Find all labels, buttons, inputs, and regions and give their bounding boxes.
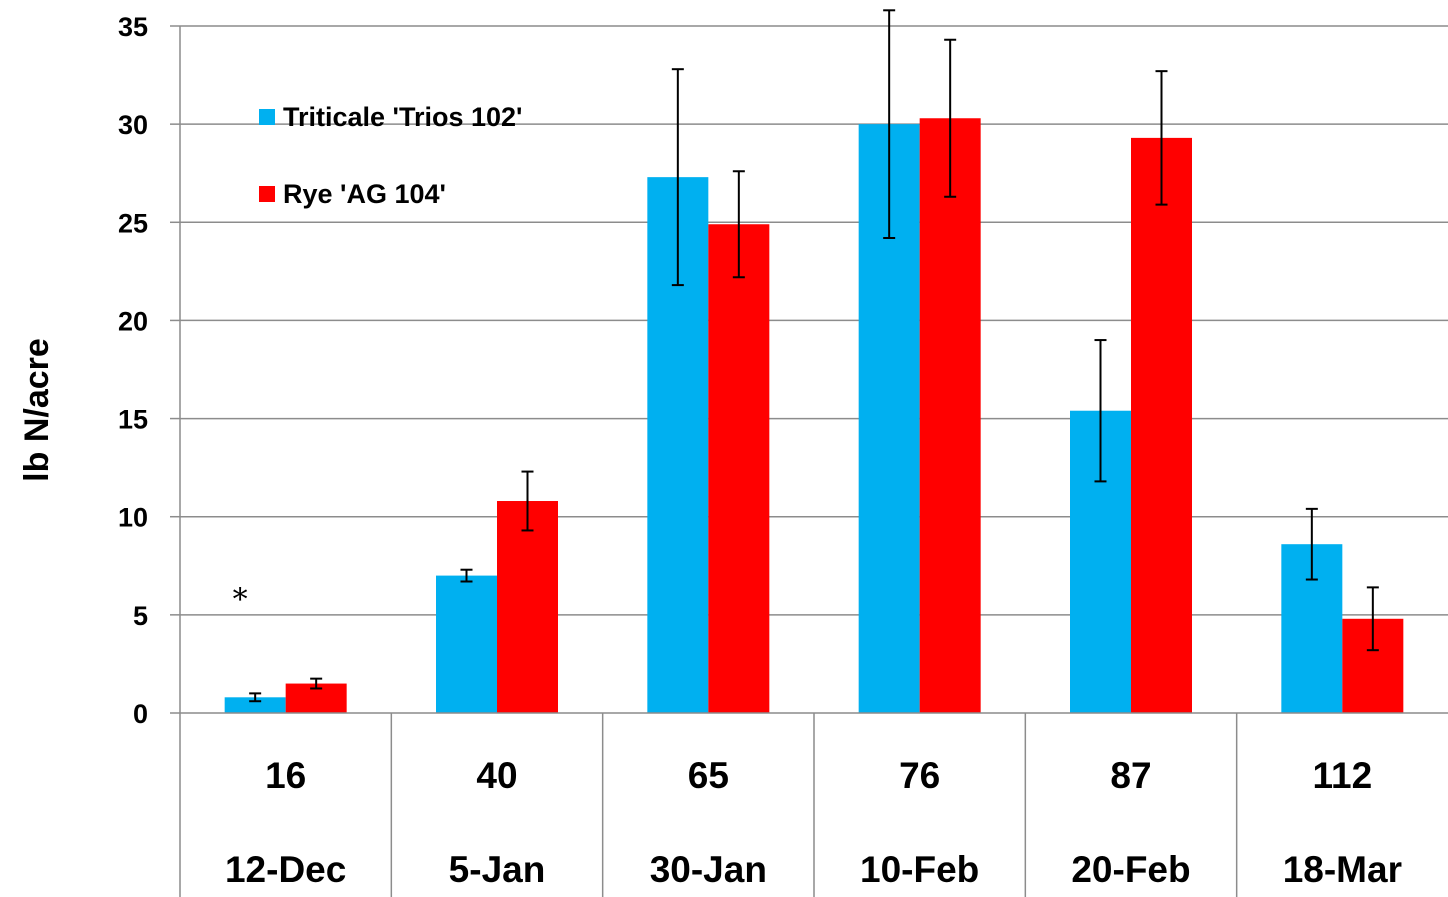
category-label-days: 40 xyxy=(476,755,517,796)
legend-label: Triticale 'Trios 102' xyxy=(283,102,522,132)
y-tick-label: 5 xyxy=(133,601,148,631)
y-tick-label: 15 xyxy=(118,405,148,435)
y-tick-label: 30 xyxy=(118,110,148,140)
category-label-date: 10-Feb xyxy=(860,849,979,890)
y-tick-labels: 0 5 10 15 20 25 30 35 xyxy=(118,12,148,729)
category-label-days: 16 xyxy=(265,755,306,796)
significance-asterisk: * xyxy=(233,582,248,617)
y-tick-label: 20 xyxy=(118,306,148,336)
y-tick-label: 10 xyxy=(118,503,148,533)
bar-rye xyxy=(497,501,558,713)
grid-lines xyxy=(170,25,1448,714)
y-tick-label: 35 xyxy=(118,12,148,42)
legend-swatch xyxy=(259,109,275,125)
category-label-date: 30-Jan xyxy=(650,849,767,890)
legend: Triticale 'Trios 102' Rye 'AG 104' xyxy=(259,102,522,209)
bar-rye xyxy=(1131,137,1192,713)
category-label-date: 20-Feb xyxy=(1071,849,1190,890)
category-label-date: 12-Dec xyxy=(225,849,346,890)
bar-triticale xyxy=(224,697,286,713)
category-label-days: 76 xyxy=(899,755,940,796)
bar-rye xyxy=(919,118,981,714)
axes xyxy=(179,26,1448,897)
y-axis-label: lb N/acre xyxy=(18,338,56,482)
category-label-days: 112 xyxy=(1312,755,1372,796)
bars xyxy=(224,118,1404,714)
category-label-days: 65 xyxy=(688,755,729,796)
y-tick-label: 0 xyxy=(133,699,148,729)
y-tick-label: 25 xyxy=(118,208,148,238)
annotations: * xyxy=(233,582,248,617)
bar-rye xyxy=(708,224,770,713)
legend-swatch xyxy=(259,186,275,202)
category-labels: 16 12-Dec 40 5-Jan 65 30-Jan 76 10-Feb 87 20-Feb 1… xyxy=(225,755,1402,890)
bar-triticale xyxy=(436,575,497,713)
legend-label: Rye 'AG 104' xyxy=(283,179,446,209)
category-label-date: 5-Jan xyxy=(449,849,546,890)
error-bars xyxy=(249,9,1379,703)
category-label-days: 87 xyxy=(1110,755,1151,796)
category-label-date: 18-Mar xyxy=(1283,849,1402,890)
